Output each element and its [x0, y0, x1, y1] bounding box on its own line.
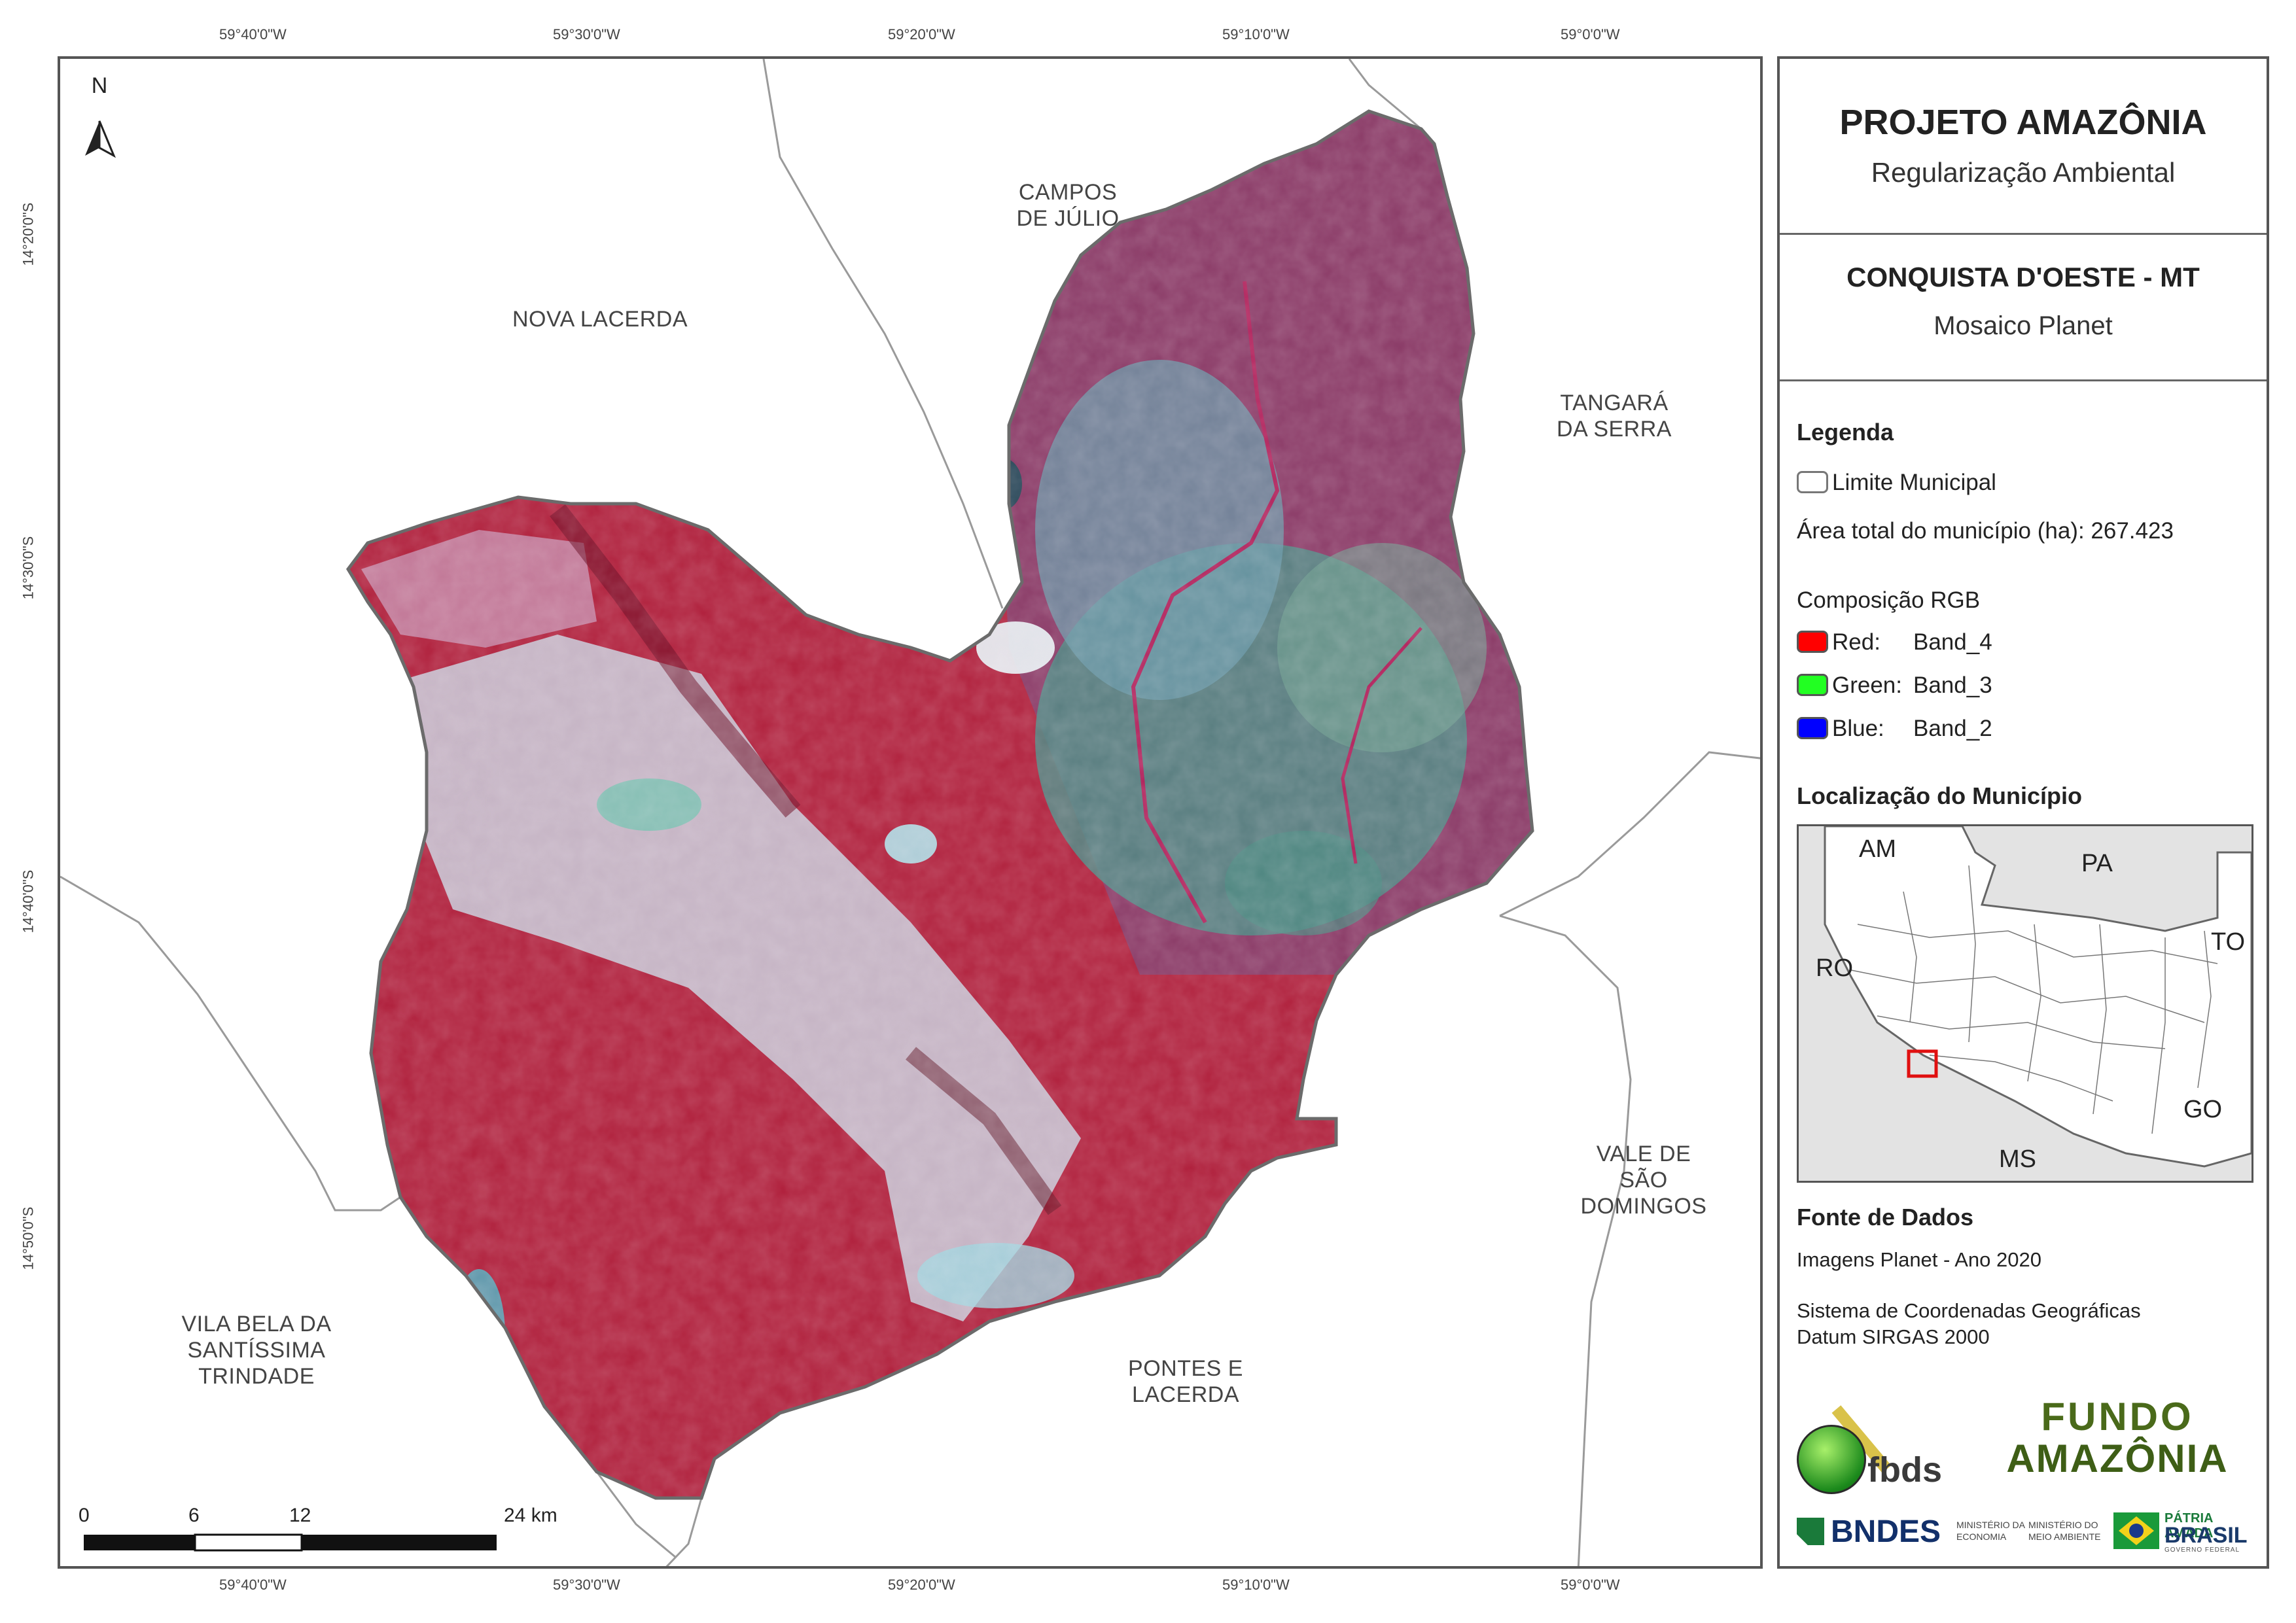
state-label-am: AM [1859, 835, 1896, 863]
label-tangara-da-serra: TANGARÁ DA SERRA [1557, 391, 1672, 442]
map-frame[interactable]: N CAMPOS DE JÚLIO NOVA LACERDA TANGARÁ D… [58, 56, 1763, 1569]
state-label-ro: RO [1816, 954, 1853, 982]
map-canvas [60, 59, 1760, 1566]
label-vale-de-sao-domingos: VALE DE SÃO DOMINGOS [1580, 1142, 1707, 1219]
north-label: N [91, 73, 108, 98]
lon-label-bottom-5: 59°0'0"W [1561, 1577, 1620, 1593]
fundo-text: FUNDO [2041, 1395, 2194, 1439]
boundary-swatch [1797, 471, 1828, 493]
lat-label-2: 14°30'0"S [20, 536, 37, 600]
red-swatch [1797, 631, 1828, 653]
red-band: Band_4 [1913, 629, 1992, 655]
divider-1 [1780, 233, 2267, 235]
locator-canvas [1824, 826, 2252, 1168]
scale-label-0: 0 [79, 1505, 90, 1526]
brazil-flag-icon [2113, 1512, 2159, 1549]
fbds-globe-icon [1797, 1425, 1866, 1494]
red-channel: Red: [1832, 629, 1881, 655]
fundo-amazonia-logo: FUNDO AMAZÔNIA [1980, 1396, 2255, 1481]
patria-line-1: PÁTRIA AMADA [2164, 1511, 2214, 1541]
legend-heading: Legenda [1797, 419, 1894, 445]
state-label-ms: MS [1999, 1145, 2036, 1173]
sources-crs-2: Datum SIRGAS 2000 [1797, 1325, 1990, 1348]
label-pontes-e-lacerda: PONTES E LACERDA [1128, 1356, 1243, 1407]
lon-label-bottom-4: 59°10'0"W [1222, 1577, 1290, 1593]
sources-crs-1: Sistema de Coordenadas Geográficas [1797, 1299, 2141, 1322]
bndes-logo: BNDES [1797, 1512, 1947, 1552]
label-vila-bela: VILA BELA DA SANTÍSSIMA TRINDADE [181, 1312, 332, 1389]
scale-bar [84, 1533, 497, 1552]
lon-label-bottom-2: 59°30'0"W [553, 1577, 620, 1593]
fbds-logo: fbds [1797, 1380, 1973, 1494]
area-text: Área total do município (ha): 267.423 [1797, 518, 2174, 544]
green-band: Band_3 [1913, 672, 1992, 698]
project-title: PROJETO AMAZÔNIA [1839, 103, 2207, 142]
scale-label-12: 12 [289, 1505, 311, 1526]
neighbor-boundaries [60, 59, 1760, 1566]
municipal-boundary [345, 109, 1534, 1500]
north-arrow-icon [85, 120, 116, 158]
boundary-label: Limite Municipal [1832, 470, 1996, 495]
bndes-mark-icon [1797, 1518, 1824, 1545]
divider-2 [1780, 379, 2267, 381]
lat-label-3: 14°40'0"S [20, 869, 37, 934]
patria-line-2: BRASIL [2164, 1523, 2248, 1548]
patria-line-3: GOVERNO FEDERAL [2164, 1546, 2240, 1554]
patria-amada-logo: PÁTRIA AMADA BRASIL GOVERNO FEDERAL [2113, 1509, 2257, 1554]
lon-label-top-3: 59°20'0"W [888, 26, 955, 43]
label-nova-lacerda: NOVA LACERDA [512, 307, 688, 332]
sources-images: Imagens Planet - Ano 2020 [1797, 1248, 2041, 1271]
info-panel: PROJETO AMAZÔNIA Regularização Ambiental… [1777, 56, 2269, 1569]
scale-label-24km: 24 km [504, 1505, 557, 1526]
ministerio-economia: MINISTÉRIO DA ECONOMIA [1956, 1520, 2026, 1542]
lon-label-bottom-1: 59°40'0"W [219, 1577, 287, 1593]
project-subtitle: Regularização Ambiental [1871, 157, 2176, 188]
scale-label-6: 6 [188, 1505, 200, 1526]
label-campos-de-julio: CAMPOS DE JÚLIO [1016, 180, 1120, 231]
green-swatch [1797, 674, 1828, 696]
lon-label-top-5: 59°0'0"W [1561, 26, 1620, 43]
blue-swatch [1797, 717, 1828, 739]
lon-label-top-2: 59°30'0"W [553, 26, 620, 43]
state-label-pa: PA [2081, 850, 2113, 877]
state-label-to: TO [2211, 928, 2246, 956]
bndes-text: BNDES [1831, 1514, 1941, 1549]
blue-band: Band_2 [1913, 716, 1992, 741]
rgb-heading: Composição RGB [1797, 587, 1981, 613]
state-label-go: GO [2183, 1096, 2223, 1123]
product-title: Mosaico Planet [1934, 311, 2113, 340]
blue-channel: Blue: [1832, 716, 1884, 741]
amazonia-text: AMAZÔNIA [2006, 1437, 2229, 1480]
municipality-title: CONQUISTA D'OESTE - MT [1846, 262, 2200, 292]
fbds-text: fbds [1867, 1450, 1942, 1490]
lat-label-1: 14°20'0"S [20, 202, 37, 266]
lat-label-4: 14°50'0"S [20, 1206, 37, 1270]
ministerio-meio-ambiente: MINISTÉRIO DO MEIO AMBIENTE [2028, 1520, 2101, 1542]
sources-heading: Fonte de Dados [1797, 1204, 1974, 1230]
locator-map: AM PA RO TO GO MS [1797, 824, 2253, 1183]
location-heading: Localização do Município [1797, 782, 2083, 809]
lon-label-bottom-3: 59°20'0"W [888, 1577, 955, 1593]
green-channel: Green: [1832, 672, 1902, 698]
lon-label-top-4: 59°10'0"W [1222, 26, 1290, 43]
lon-label-top-1: 59°40'0"W [219, 26, 287, 43]
